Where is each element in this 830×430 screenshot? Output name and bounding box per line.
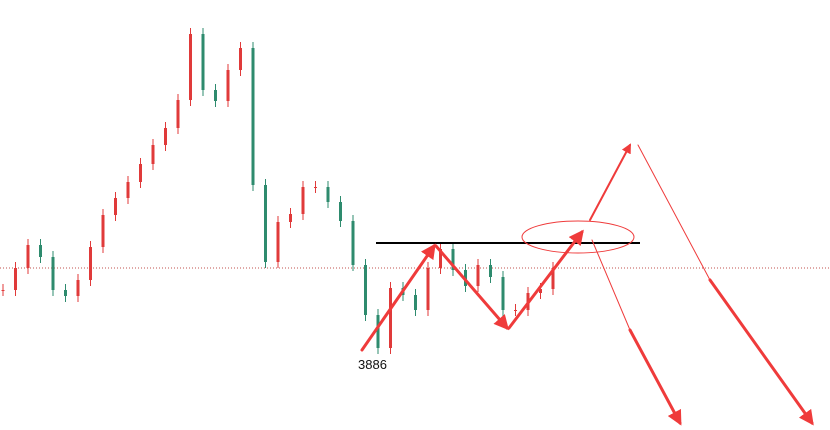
candle (114, 198, 117, 215)
candle (551, 268, 555, 289)
candle (189, 34, 192, 100)
candle (351, 221, 355, 265)
candle (376, 315, 380, 348)
arrow (628, 328, 682, 426)
candle (339, 202, 342, 221)
arrow (434, 244, 509, 331)
candle (26, 245, 30, 268)
candle (139, 164, 142, 182)
candles (1, 28, 555, 354)
arrow (360, 243, 436, 352)
candle (389, 288, 392, 348)
arrows (360, 143, 814, 426)
arrow (637, 144, 711, 281)
candle (364, 265, 367, 315)
candle (476, 265, 480, 286)
candle (226, 70, 230, 101)
candle (301, 187, 305, 214)
candle (451, 249, 455, 270)
arrow (589, 143, 631, 221)
candle (176, 100, 180, 128)
candle (539, 289, 542, 293)
candle (126, 182, 130, 198)
candle (76, 280, 80, 296)
candle (501, 277, 505, 310)
candle (314, 187, 317, 188)
candle (414, 295, 417, 310)
candle (514, 310, 517, 311)
candle (1, 290, 5, 291)
candle (64, 290, 67, 296)
candle (51, 257, 55, 290)
highlight-ellipse (521, 220, 635, 254)
candle (289, 214, 292, 222)
candle (239, 48, 242, 70)
candle (264, 185, 267, 262)
arrow (708, 278, 814, 426)
candle (39, 245, 42, 257)
candle (101, 215, 105, 247)
arrow (507, 229, 584, 330)
candle (489, 265, 492, 277)
candle (14, 268, 17, 290)
candle (439, 249, 442, 268)
candle (201, 34, 205, 90)
candle (151, 145, 155, 164)
candle (164, 128, 167, 145)
candle (89, 247, 92, 280)
candle (251, 48, 255, 185)
arrow (591, 239, 631, 331)
candle (276, 222, 280, 262)
candle (326, 187, 330, 202)
candle (426, 268, 430, 310)
candle (214, 90, 217, 101)
low-label: 3886 (358, 357, 387, 372)
